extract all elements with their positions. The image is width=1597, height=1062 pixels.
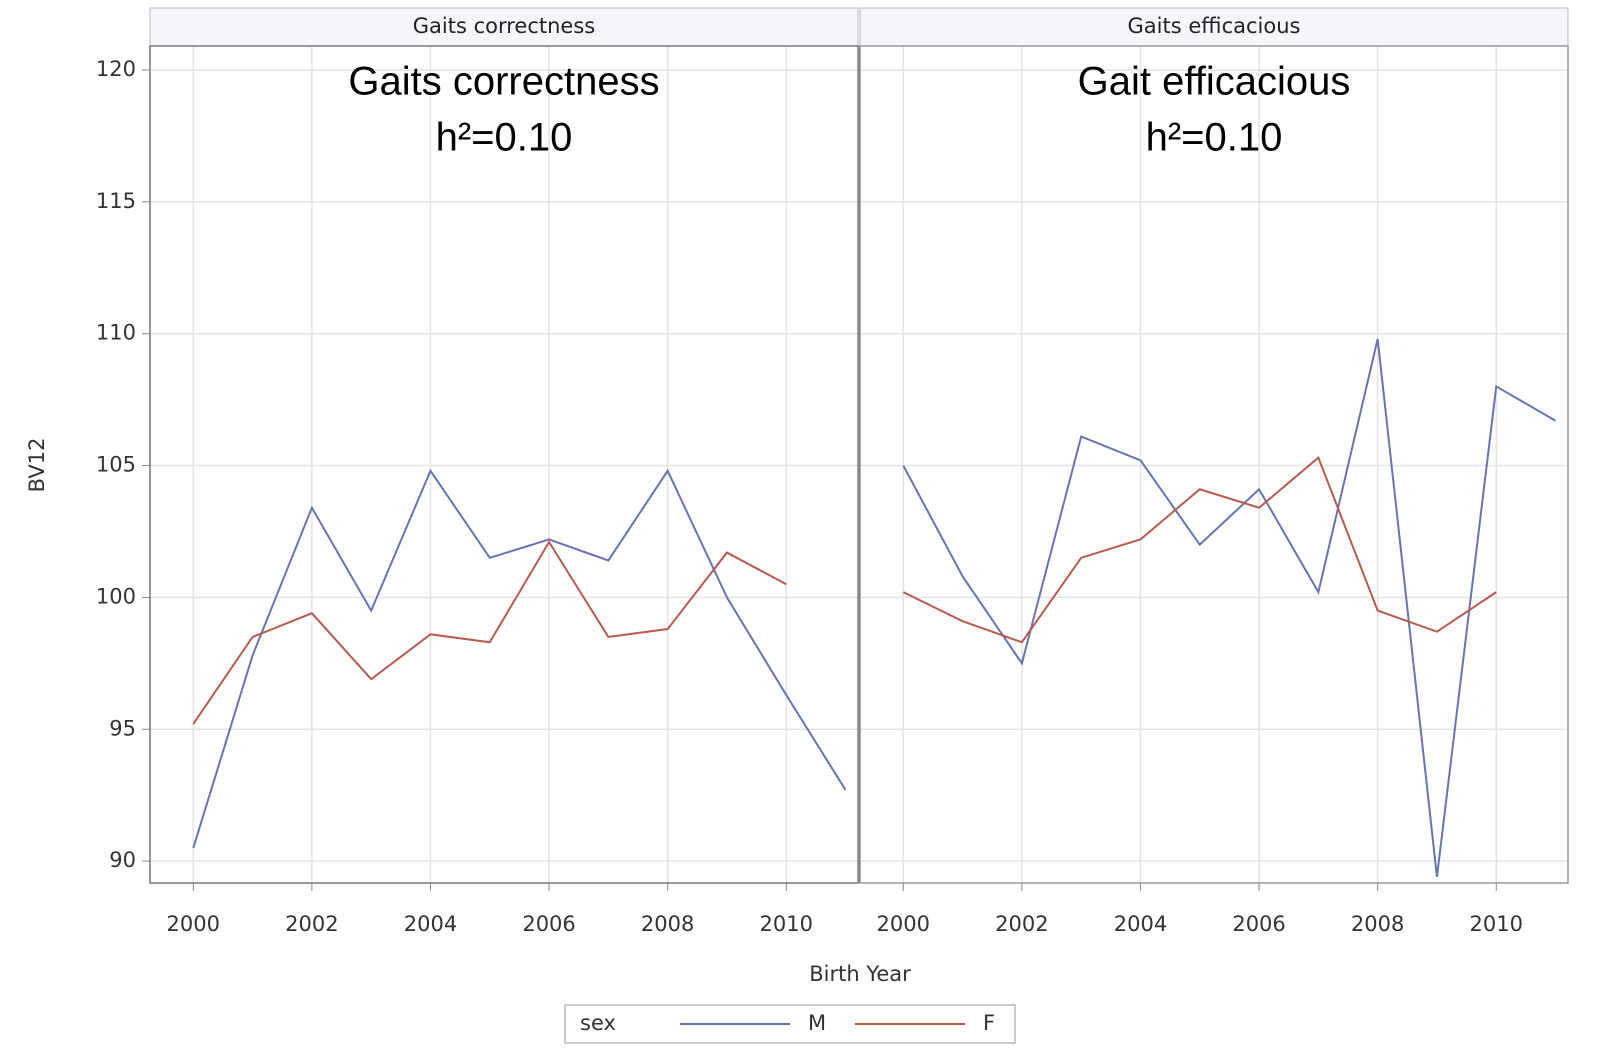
annotation: Gait efficacious — [1078, 60, 1351, 104]
panel-title: Gaits correctness — [413, 14, 595, 38]
y-tick-label: 115 — [96, 189, 136, 213]
annotation: h²=0.10 — [1146, 116, 1283, 160]
y-tick-label: 100 — [96, 584, 136, 608]
x-tick-label: 2006 — [1232, 912, 1285, 936]
y-axis-label: BV12 — [25, 438, 49, 493]
legend-title: sex — [580, 1011, 616, 1035]
x-tick-label: 2010 — [1470, 912, 1523, 936]
legend-label: F — [983, 1011, 995, 1035]
y-tick-label: 90 — [109, 848, 136, 872]
legend-label: M — [808, 1011, 826, 1035]
series-line — [192, 540, 787, 725]
annotation: Gaits correctness — [348, 60, 659, 104]
y-tick-label: 105 — [96, 453, 136, 477]
x-tick-label: 2000 — [167, 912, 220, 936]
x-tick-label: 2002 — [995, 912, 1048, 936]
panel-title: Gaits efficacious — [1128, 14, 1301, 38]
series-line — [902, 338, 1557, 878]
x-tick-label: 2006 — [522, 912, 575, 936]
x-tick-label: 2002 — [285, 912, 338, 936]
x-tick-label: 2004 — [404, 912, 457, 936]
x-tick-label: 2008 — [1351, 912, 1404, 936]
y-tick-label: 110 — [96, 321, 136, 345]
series-line — [192, 468, 847, 849]
x-tick-label: 2010 — [760, 912, 813, 936]
x-tick-label: 2008 — [641, 912, 694, 936]
x-axis-label: Birth Year — [809, 962, 911, 986]
plot-frame — [149, 45, 859, 884]
annotation: h²=0.10 — [436, 116, 573, 160]
y-tick-label: 95 — [109, 716, 136, 740]
x-tick-label: 2000 — [877, 912, 930, 936]
panel-header — [149, 7, 859, 47]
x-tick-label: 2004 — [1114, 912, 1167, 936]
y-tick-label: 120 — [96, 57, 136, 81]
series-line — [902, 455, 1497, 644]
plot-frame — [859, 45, 1569, 884]
